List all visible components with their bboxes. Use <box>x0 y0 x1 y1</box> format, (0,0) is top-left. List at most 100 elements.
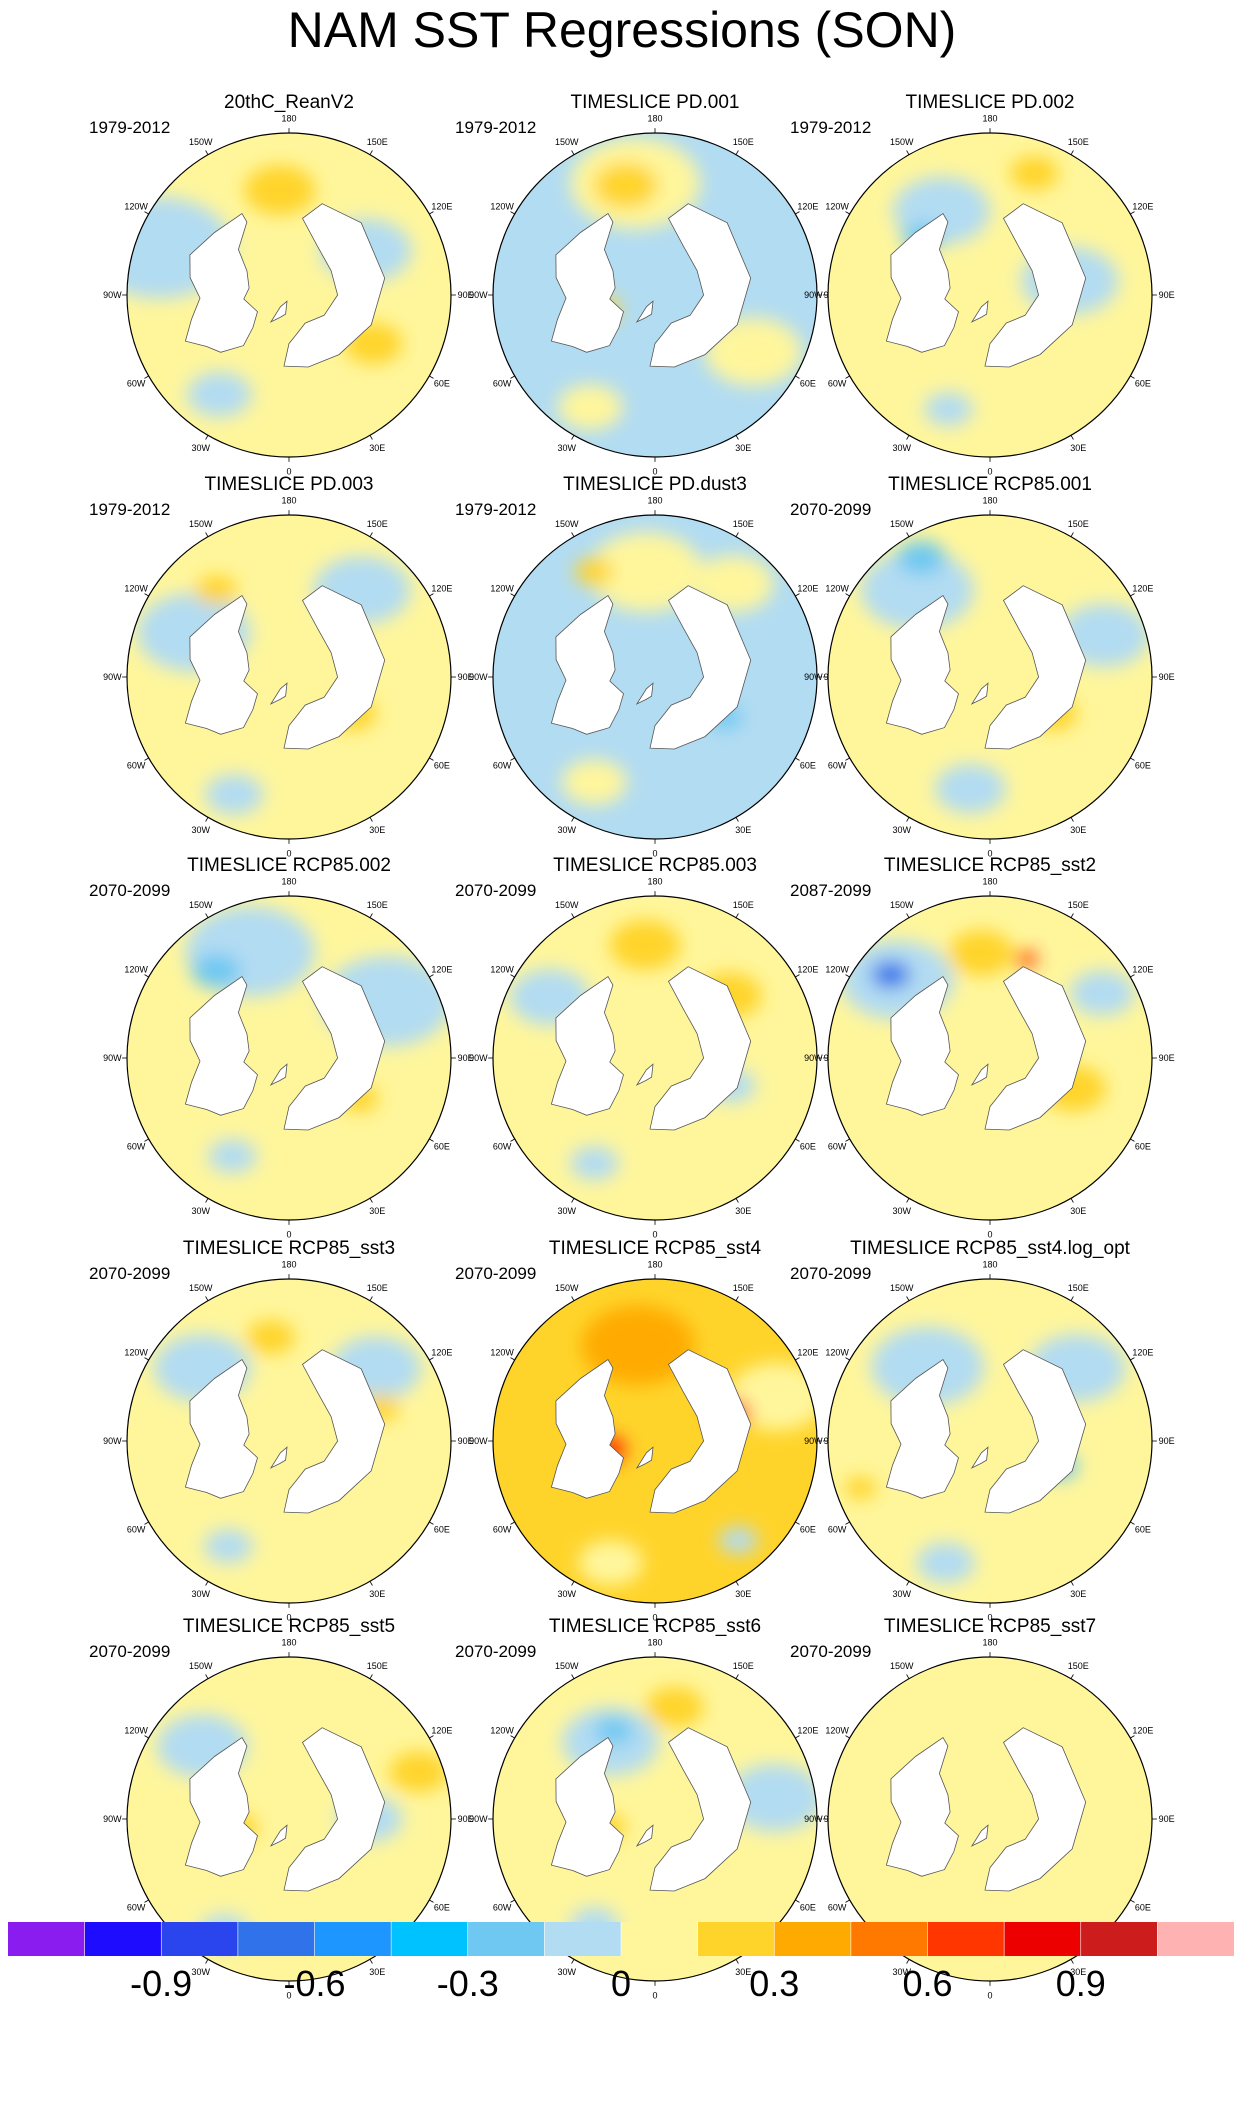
lon-label: 120W <box>124 1348 148 1358</box>
colorbar-tick-label: 0.6 <box>902 1963 953 2004</box>
land-mass <box>885 213 959 353</box>
lon-label: 0 <box>286 1230 291 1240</box>
lon-label: 0 <box>286 849 291 859</box>
lon-tick <box>735 1581 739 1586</box>
land-mass <box>635 1063 654 1086</box>
lon-tick <box>144 593 149 597</box>
anomaly-region <box>704 317 802 386</box>
lon-tick <box>1130 1138 1135 1142</box>
panel-period: 2070-2099 <box>790 1642 872 1661</box>
colorbar <box>8 1922 1234 1956</box>
colorbar-tick-label: 0.3 <box>749 1963 800 2004</box>
lon-tick <box>571 1581 575 1586</box>
lon-tick <box>906 817 910 822</box>
lon-label: 30E <box>735 443 751 453</box>
lon-label: 180 <box>281 113 296 123</box>
lon-tick <box>369 150 373 155</box>
lon-label: 0 <box>652 467 657 477</box>
panel-title: TIMESLICE RCP85_sst2 <box>883 855 1097 876</box>
lon-tick <box>369 1198 373 1203</box>
lon-tick <box>1130 211 1135 215</box>
lon-tick <box>1070 1674 1074 1679</box>
lon-tick <box>144 375 149 379</box>
land-mass <box>885 976 959 1116</box>
lon-label: 180 <box>982 1259 997 1269</box>
lon-label: 90W <box>103 672 122 682</box>
colorbar-swatch <box>927 1922 1005 1956</box>
lon-label: 60W <box>127 1141 146 1151</box>
colorbar-labels: -0.9 -0.6 -0.3 0 0.3 0.6 0.9 <box>0 1962 1244 2012</box>
lon-label: 60E <box>800 1524 816 1534</box>
lon-label: 90E <box>458 1814 474 1824</box>
land-mass <box>184 595 258 735</box>
land-mass <box>885 1359 959 1499</box>
lon-label: 0 <box>987 1230 992 1240</box>
lon-tick <box>429 1357 434 1361</box>
land-mass <box>269 1446 288 1469</box>
lon-label: 150W <box>555 900 579 910</box>
lon-label: 30W <box>557 443 576 453</box>
lon-label: 90E <box>1159 1053 1175 1063</box>
colorbar-swatch <box>621 1922 699 1956</box>
panel-period: 2070-2099 <box>455 1264 537 1283</box>
land-mass <box>283 1727 386 1892</box>
lon-tick <box>845 1357 850 1361</box>
lon-tick <box>144 757 149 761</box>
lon-label: 150E <box>733 900 754 910</box>
panel-title: TIMESLICE PD.003 <box>204 474 374 495</box>
lon-label: 60E <box>1135 1902 1151 1912</box>
lon-label: 30W <box>191 1206 210 1216</box>
lon-tick <box>1070 817 1074 822</box>
lon-label: 180 <box>647 1637 662 1647</box>
lon-label: 60E <box>434 1524 450 1534</box>
lon-tick <box>510 211 515 215</box>
lon-tick <box>429 1735 434 1739</box>
lon-tick <box>906 1959 910 1964</box>
lon-label: 150W <box>189 1661 213 1671</box>
lon-tick <box>1130 375 1135 379</box>
lon-label: 30E <box>369 443 385 453</box>
anomaly-region <box>718 1526 758 1554</box>
lon-tick <box>369 817 373 822</box>
anomaly-region <box>948 930 1014 976</box>
lon-tick <box>510 1735 515 1739</box>
lon-tick <box>845 974 850 978</box>
lon-tick <box>845 1899 850 1903</box>
map-panel: TIMESLICE RCP85.003 2070-2099 180 150W 120… <box>455 853 855 1243</box>
lon-tick <box>510 757 515 761</box>
lon-tick <box>510 1899 515 1903</box>
anomaly-region <box>191 954 241 989</box>
map-panel: TIMESLICE RCP85.001 2070-2099 180 150W 120… <box>790 472 1190 862</box>
lon-tick <box>795 375 800 379</box>
land-mass <box>184 1359 258 1499</box>
lon-tick <box>906 1674 910 1679</box>
lon-tick <box>795 211 800 215</box>
lon-tick <box>735 1198 739 1203</box>
land-mass <box>635 682 654 705</box>
colorbar-swatch <box>1004 1922 1082 1956</box>
land-mass <box>184 976 258 1116</box>
land-mass <box>269 1824 288 1847</box>
lon-label: 60E <box>1135 1141 1151 1151</box>
land-mass <box>283 585 386 750</box>
land-mass <box>970 682 989 705</box>
lon-tick <box>1070 150 1074 155</box>
lon-label: 120E <box>1132 202 1153 212</box>
lon-label: 0 <box>286 467 291 477</box>
lon-tick <box>795 1735 800 1739</box>
lon-label: 120W <box>124 1726 148 1736</box>
anomaly-region <box>205 774 264 815</box>
colorbar-tick-label: -0.6 <box>283 1963 346 2004</box>
lon-label: 60E <box>800 1141 816 1151</box>
lon-label: 30E <box>735 1589 751 1599</box>
lon-label: 120E <box>797 584 818 594</box>
map-panel: TIMESLICE PD.dust3 1979-2012 180 150W 120W… <box>455 472 855 862</box>
lon-label: 90W <box>804 672 823 682</box>
lon-tick <box>571 532 575 537</box>
